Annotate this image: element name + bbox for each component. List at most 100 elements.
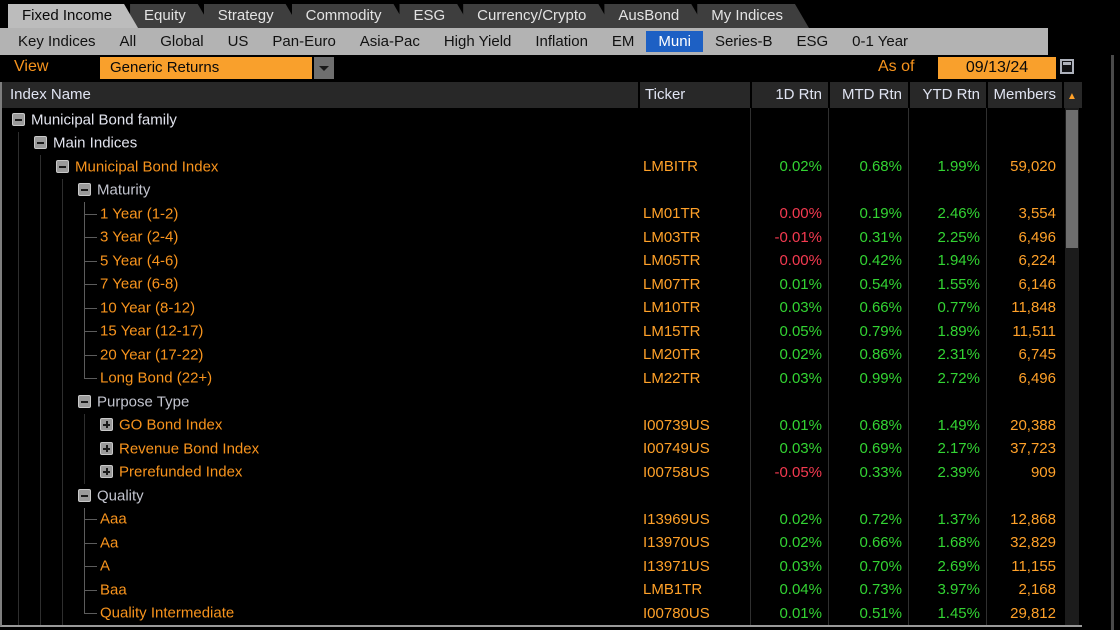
subtab-high-yield[interactable]: High Yield <box>443 33 512 50</box>
table-row[interactable]: Purpose Type <box>2 390 1082 414</box>
subtab-global[interactable]: Global <box>160 33 204 50</box>
index-name-cell: Municipal Bond family <box>2 108 638 132</box>
table-row[interactable]: A I13971US 0.03% 0.70% 2.69% 11,155 <box>2 554 1082 578</box>
table-row[interactable]: 15 Year (12-17) LM15TR 0.05% 0.79% 1.89% 11,5… <box>2 319 1082 343</box>
subtab-us[interactable]: US <box>227 33 249 50</box>
table-row[interactable]: Prerefunded Index I00758US -0.05% 0.33% 2.39… <box>2 460 1082 484</box>
column-header-members[interactable]: Members <box>986 82 1062 108</box>
members-cell: 29,812 <box>986 601 1062 625</box>
members-cell: 11,155 <box>986 554 1062 578</box>
column-header-1d-rtn[interactable]: 1D Rtn <box>750 82 828 108</box>
column-header-ticker[interactable]: Ticker <box>638 82 750 108</box>
table-row[interactable]: Municipal Bond family <box>2 108 1082 132</box>
index-name-label: Main Indices <box>53 134 138 152</box>
tab-strategy[interactable]: Strategy <box>204 4 300 28</box>
ytd-rtn-cell <box>908 108 986 132</box>
members-cell: 11,848 <box>986 296 1062 320</box>
table-row[interactable]: 20 Year (17-22) LM20TR 0.02% 0.86% 2.31% 6,74… <box>2 343 1082 367</box>
column-header-ytd-rtn[interactable]: YTD Rtn <box>908 82 986 108</box>
table-row[interactable]: Municipal Bond Index LMBITR 0.02% 0.68% 1.99… <box>2 155 1082 179</box>
vertical-scrollbar[interactable] <box>1064 108 1079 625</box>
tree-guide-line <box>62 202 63 226</box>
sort-ascending-icon[interactable]: ▲ <box>1067 91 1077 102</box>
collapse-icon[interactable] <box>78 488 91 502</box>
expand-icon[interactable] <box>100 441 113 455</box>
tree-guide-line <box>40 272 41 296</box>
index-name-label: Municipal Bond Index <box>75 158 219 176</box>
1d-rtn-cell: 0.01% <box>750 272 828 296</box>
collapse-icon[interactable] <box>56 159 69 173</box>
subtab-em[interactable]: EM <box>611 33 635 50</box>
table-row[interactable]: 1 Year (1-2) LM01TR 0.00% 0.19% 2.46% 3,554 <box>2 202 1082 226</box>
tree-guide-line <box>18 249 19 273</box>
index-name-label: Baa <box>100 581 127 599</box>
table-row[interactable]: Maturity <box>2 178 1082 202</box>
tree-guide-line <box>62 319 63 343</box>
as-of-date-field[interactable]: 09/13/24 <box>938 57 1056 79</box>
subtab-pan-euro[interactable]: Pan-Euro <box>272 33 336 50</box>
table-row[interactable]: Aaa I13969US 0.02% 0.72% 1.37% 12,868 <box>2 507 1082 531</box>
calendar-icon[interactable] <box>1060 59 1074 74</box>
column-header-index-name[interactable]: Index Name <box>10 86 91 103</box>
table-row[interactable]: Quality <box>2 484 1082 508</box>
subtab-esg[interactable]: ESG <box>796 33 829 50</box>
collapse-icon[interactable] <box>78 183 91 197</box>
table-row[interactable]: 10 Year (8-12) LM10TR 0.03% 0.66% 0.77% 11,84… <box>2 296 1082 320</box>
column-header-mtd-rtn[interactable]: MTD Rtn <box>828 82 908 108</box>
ytd-rtn-cell <box>908 390 986 414</box>
scrollbar-thumb[interactable] <box>1066 110 1078 248</box>
table-row[interactable]: Revenue Bond Index I00749US 0.03% 0.69% 2.17… <box>2 437 1082 461</box>
subtab-inflation[interactable]: Inflation <box>535 33 588 50</box>
table-row[interactable]: Aa I13970US 0.02% 0.66% 1.68% 32,829 <box>2 531 1082 555</box>
tab-ausbond[interactable]: AusBond <box>604 4 705 28</box>
tab-fixed-income[interactable]: Fixed Income <box>8 4 138 28</box>
mtd-rtn-cell: 0.54% <box>828 272 908 296</box>
tab-commodity[interactable]: Commodity <box>292 4 408 28</box>
table-row[interactable]: 5 Year (4-6) LM05TR 0.00% 0.42% 1.94% 6,224 <box>2 249 1082 273</box>
1d-rtn-cell: 0.05% <box>750 319 828 343</box>
table-row[interactable]: GO Bond Index I00739US 0.01% 0.68% 1.49% 20,3… <box>2 413 1082 437</box>
tab-esg[interactable]: ESG <box>399 4 471 28</box>
index-name-label: Aaa <box>100 510 127 528</box>
subtab-key-indices[interactable]: Key Indices <box>18 33 96 50</box>
table-row[interactable]: Long Bond (22+) LM22TR 0.03% 0.99% 2.72% 6,49… <box>2 366 1082 390</box>
index-name-cell: 5 Year (4-6) <box>2 249 638 273</box>
tab-equity[interactable]: Equity <box>130 4 212 28</box>
collapse-icon[interactable] <box>78 394 91 408</box>
index-name-cell: Aaa <box>2 507 638 531</box>
tree-connector-icon <box>84 354 97 356</box>
subtab-all[interactable]: All <box>119 33 137 50</box>
members-cell: 59,020 <box>986 155 1062 179</box>
tree-guide-line <box>18 225 19 249</box>
subtab-0-1-year[interactable]: 0-1 Year <box>852 33 909 50</box>
view-dropdown[interactable]: Generic Returns <box>100 57 312 79</box>
tree-guide-line <box>18 554 19 578</box>
tree-guide-line <box>18 178 19 202</box>
mtd-rtn-cell: 0.73% <box>828 578 908 602</box>
tree-guide-line <box>40 202 41 226</box>
expand-icon[interactable] <box>100 418 113 432</box>
table-row[interactable]: Quality Intermediate I00780US 0.01% 0.51% 1.… <box>2 601 1082 625</box>
ytd-rtn-cell: 1.99% <box>908 155 986 179</box>
members-cell: 6,224 <box>986 249 1062 273</box>
mtd-rtn-cell <box>828 178 908 202</box>
tree-guide-line <box>18 531 19 555</box>
tab-currency-crypto[interactable]: Currency/Crypto <box>463 4 612 28</box>
mtd-rtn-cell: 0.68% <box>828 413 908 437</box>
table-row[interactable]: Main Indices <box>2 131 1082 155</box>
index-name-label: GO Bond Index <box>119 416 223 434</box>
collapse-icon[interactable] <box>34 136 47 150</box>
collapse-icon[interactable] <box>12 112 25 126</box>
subtab-muni[interactable]: Muni <box>646 31 703 52</box>
table-row[interactable]: 7 Year (6-8) LM07TR 0.01% 0.54% 1.55% 6,146 <box>2 272 1082 296</box>
tab-my-indices[interactable]: My Indices <box>697 4 809 28</box>
tree-guide-line <box>18 413 19 437</box>
subtab-asia-pac[interactable]: Asia-Pac <box>359 33 420 50</box>
table-row[interactable]: Baa LMB1TR 0.04% 0.73% 3.97% 2,168 <box>2 578 1082 602</box>
subtab-series-b[interactable]: Series-B <box>714 33 773 50</box>
table-row[interactable]: 3 Year (2-4) LM03TR -0.01% 0.31% 2.25% 6,496 <box>2 225 1082 249</box>
expand-icon[interactable] <box>100 465 113 479</box>
1d-rtn-cell: 0.01% <box>750 413 828 437</box>
view-dropdown-arrow-icon[interactable] <box>314 57 334 79</box>
